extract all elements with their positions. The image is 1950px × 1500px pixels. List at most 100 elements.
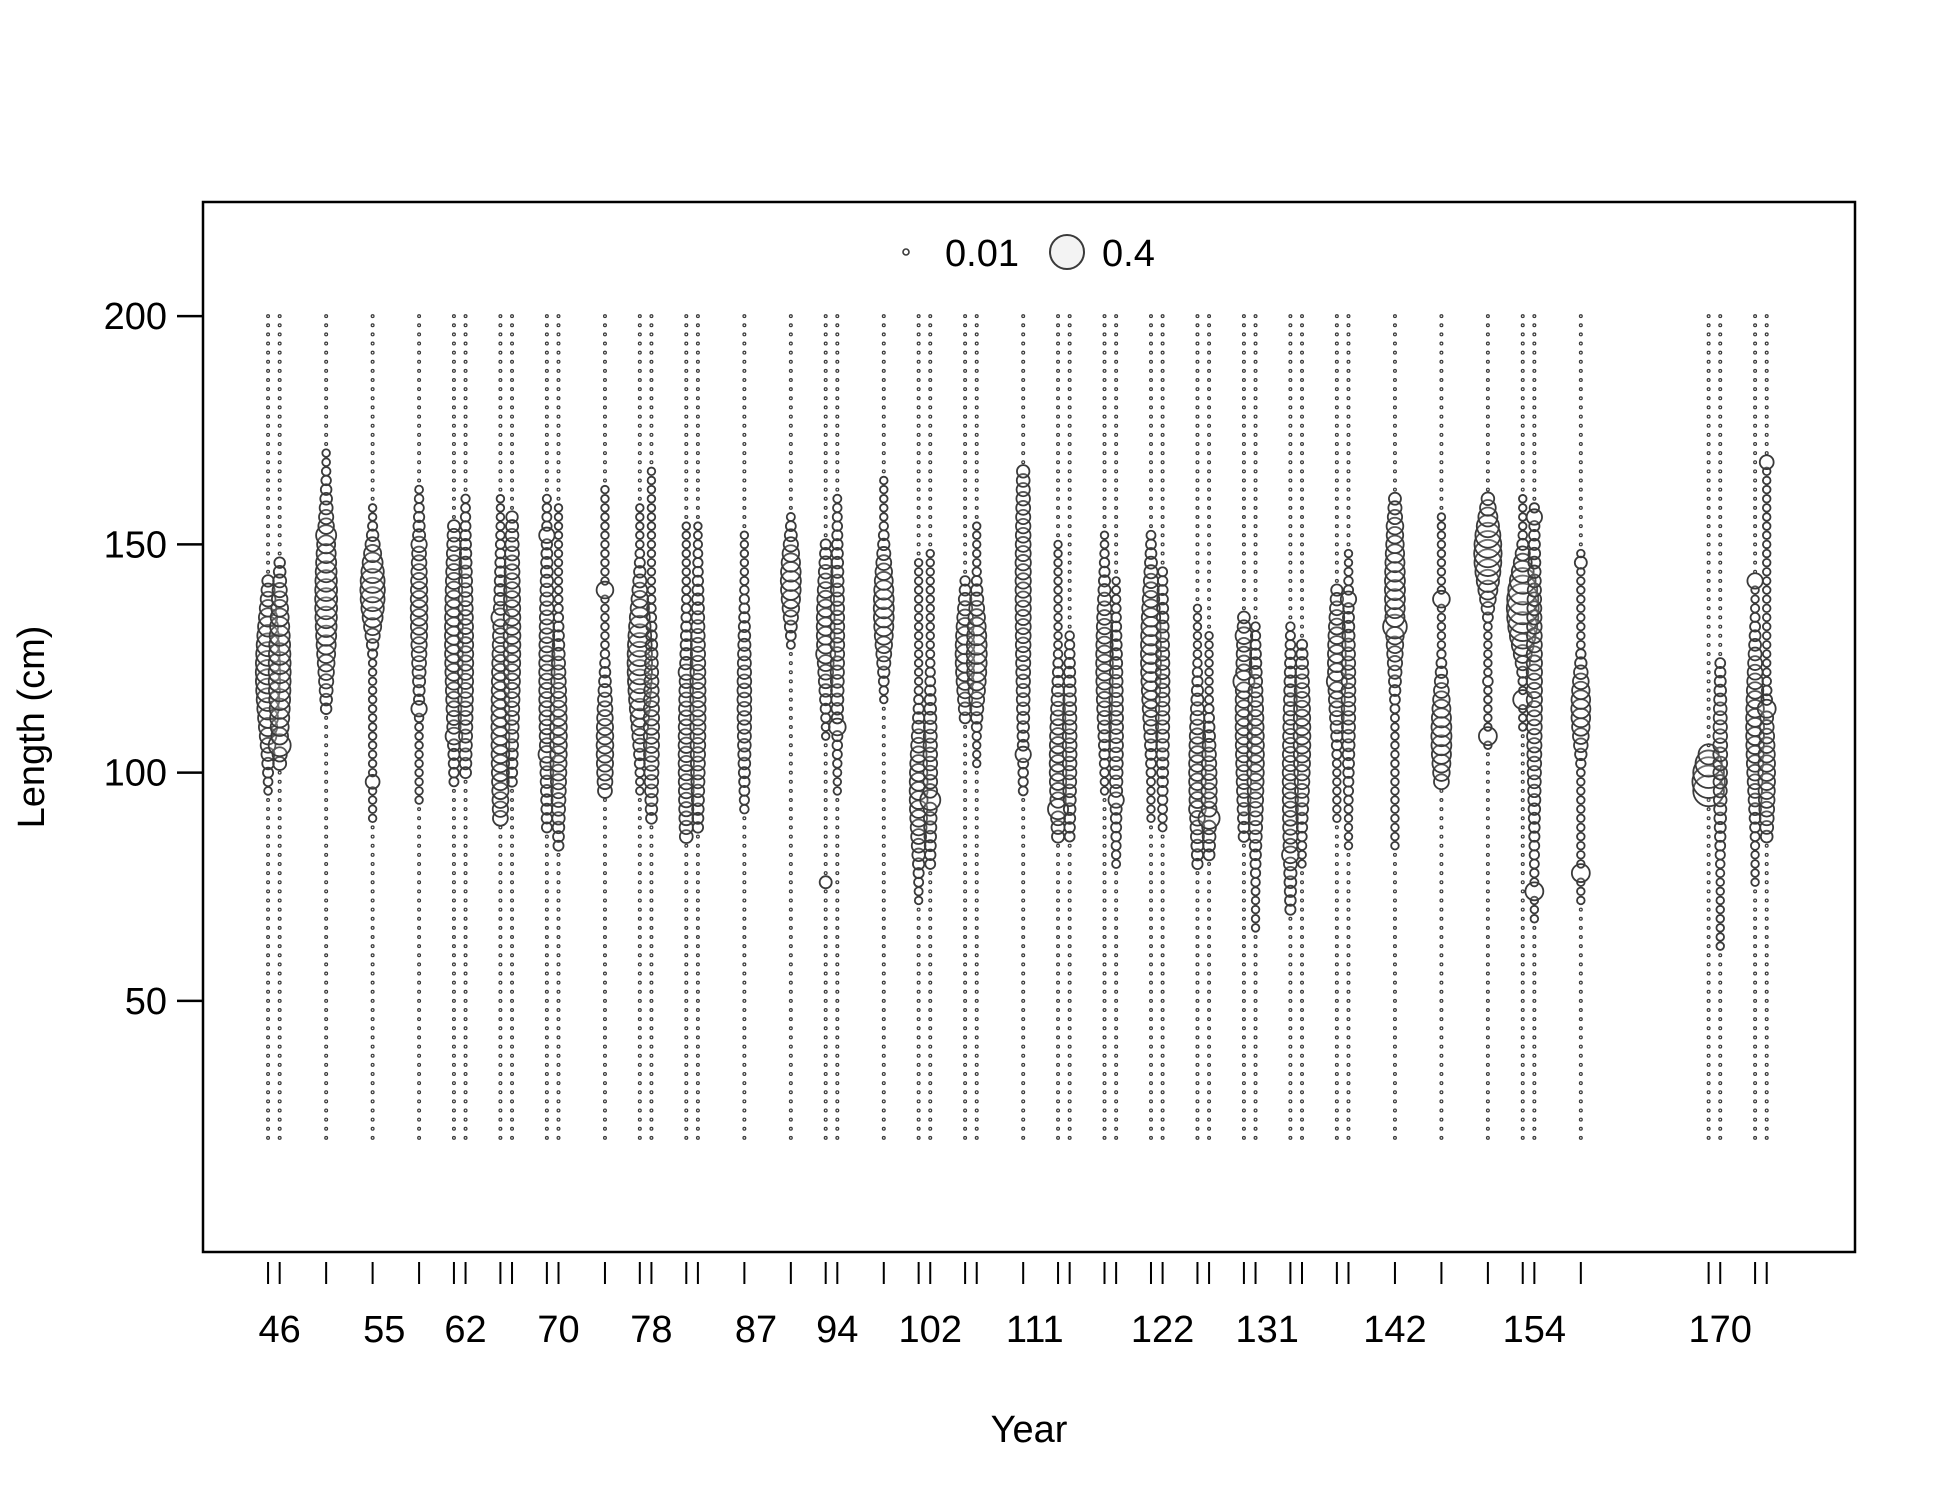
bubble — [324, 816, 329, 821]
bubble — [1288, 1117, 1293, 1122]
bubble — [498, 1017, 503, 1022]
bubble — [1392, 1026, 1397, 1031]
bubble — [1067, 487, 1072, 492]
bubble — [324, 798, 329, 803]
bubble — [695, 980, 700, 985]
bubble — [414, 731, 424, 741]
bubble — [1300, 368, 1305, 373]
bubble — [1392, 1062, 1397, 1067]
bubble — [1439, 359, 1444, 364]
bubble — [881, 980, 886, 985]
bubble — [928, 1117, 933, 1122]
bubble — [498, 998, 503, 1003]
bubble — [974, 971, 979, 976]
bubble — [556, 907, 561, 912]
bubble — [595, 717, 614, 737]
bubble — [1718, 588, 1723, 593]
bubble — [1485, 478, 1490, 483]
bubble — [637, 962, 642, 967]
bubble — [510, 332, 515, 337]
bubble — [1190, 683, 1204, 698]
bubble — [463, 907, 468, 912]
bubble — [1334, 368, 1339, 373]
bubble — [637, 478, 642, 483]
bubble — [1532, 414, 1537, 419]
bubble — [544, 1108, 549, 1113]
bubble — [1207, 478, 1212, 483]
bubble — [1346, 989, 1351, 994]
bubble — [1102, 505, 1107, 510]
bubble — [963, 724, 968, 729]
bubble — [916, 524, 921, 529]
bubble — [1300, 469, 1305, 474]
bubble — [972, 548, 982, 559]
bubble — [1102, 852, 1107, 857]
bubble — [1346, 1044, 1351, 1049]
bubble — [556, 1035, 561, 1040]
bubble — [637, 368, 642, 373]
bubble — [788, 916, 793, 921]
bubble — [1439, 496, 1444, 501]
bubble — [1439, 323, 1444, 328]
bubble — [1764, 880, 1769, 885]
bubble — [1253, 1008, 1258, 1013]
bubble — [1439, 989, 1444, 994]
bubble — [742, 916, 747, 921]
bubble — [649, 1117, 654, 1122]
bubble — [451, 852, 456, 857]
bubble — [1706, 925, 1711, 930]
bubble — [916, 989, 921, 994]
bubble — [1056, 1108, 1061, 1113]
bubble — [742, 1126, 747, 1131]
bubble — [823, 1108, 828, 1113]
bubble — [498, 341, 503, 346]
bubble — [1485, 487, 1490, 492]
bubble — [739, 548, 750, 559]
bubble — [1288, 588, 1293, 593]
bubble — [1148, 971, 1153, 976]
bubble — [684, 323, 689, 328]
bubble — [1288, 1044, 1293, 1049]
bubble — [1527, 537, 1541, 551]
bubble — [970, 583, 984, 597]
bubble — [544, 1035, 549, 1040]
bubble — [451, 1117, 456, 1122]
bubble — [556, 1053, 561, 1058]
bubble — [277, 934, 282, 939]
bubble — [463, 807, 468, 812]
bubble — [269, 707, 291, 729]
bubble — [690, 601, 705, 616]
bubble — [556, 451, 561, 456]
bubble — [602, 871, 607, 876]
bubble — [1114, 514, 1119, 519]
bubble — [916, 944, 921, 949]
bubble — [1753, 332, 1758, 337]
bubble — [963, 907, 968, 912]
bubble — [1300, 980, 1305, 985]
bubble — [277, 807, 282, 812]
bubble — [1067, 925, 1072, 930]
bubble — [1253, 1035, 1258, 1040]
bubble — [1284, 894, 1297, 907]
bubble — [1207, 588, 1212, 593]
bubble — [1750, 585, 1760, 595]
bubble — [649, 880, 654, 885]
bubble — [788, 1135, 793, 1140]
bubble — [881, 889, 886, 894]
bubble — [1532, 962, 1537, 967]
bubble — [1753, 414, 1758, 419]
bubble — [928, 998, 933, 1003]
bubble — [367, 813, 378, 824]
bubble — [277, 1108, 282, 1113]
bubble — [1283, 674, 1298, 689]
bubble — [879, 503, 889, 513]
bubble — [1334, 880, 1339, 885]
bubble — [649, 423, 654, 428]
bubble — [1388, 674, 1402, 689]
bubble — [1718, 387, 1723, 392]
bubble — [1207, 1108, 1212, 1113]
bubble — [602, 378, 607, 383]
bubble — [552, 839, 565, 852]
bubble — [1207, 423, 1212, 428]
bubble — [544, 916, 549, 921]
